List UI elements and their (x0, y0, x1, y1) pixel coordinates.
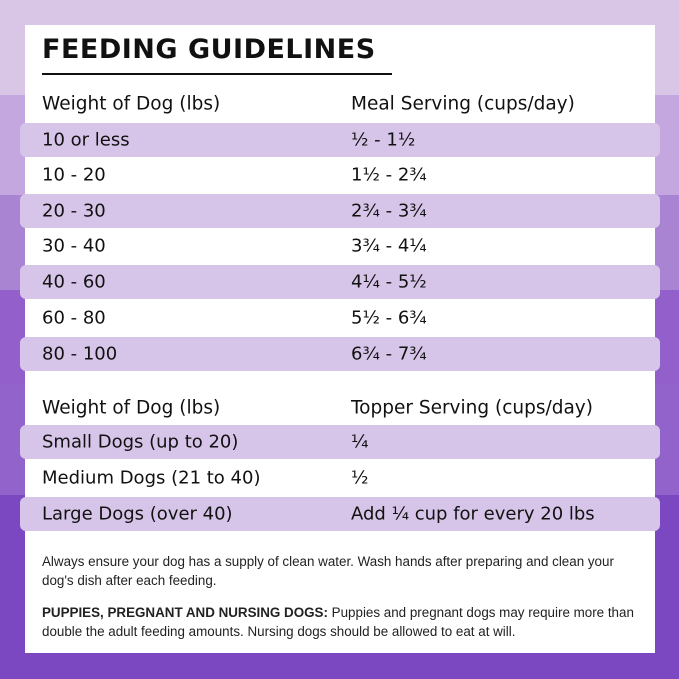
puppies-label: PUPPIES, PREGNANT AND NURSING DOGS: (42, 605, 328, 620)
serving-cell: Add ¼ cup for every 20 lbs (351, 503, 595, 525)
weight-cell: 60 - 80 (42, 307, 106, 329)
serving-cell: 6¾ - 7¾ (351, 343, 427, 365)
serving-cell: 1½ - 2¾ (351, 164, 427, 186)
page-title: FEEDING GUIDELINES (42, 34, 376, 65)
weight-cell: 10 or less (42, 129, 130, 151)
weight-cell: 80 - 100 (42, 343, 118, 365)
table-row: 10 - 20 1½ - 2¾ (20, 158, 660, 192)
weight-cell: 20 - 30 (42, 200, 106, 222)
table-header: Weight of Dog (lbs) Meal Serving (cups/da… (20, 87, 660, 121)
puppies-text: Puppies and pregnant dogs may require mo… (42, 605, 634, 639)
weight-cell: Large Dogs (over 40) (42, 503, 233, 525)
serving-cell: Topper Serving (cups/day) (351, 397, 593, 419)
table-row: 80 - 100 6¾ - 7¾ (20, 337, 660, 371)
table-row: Medium Dogs (21 to 40) ½ (20, 461, 660, 495)
weight-cell: 40 - 60 (42, 271, 106, 293)
serving-cell: 5½ - 6¾ (351, 307, 427, 329)
weight-cell: Weight of Dog (lbs) (42, 93, 221, 115)
weight-cell: Small Dogs (up to 20) (42, 431, 239, 453)
table-row: Large Dogs (over 40) Add ¼ cup for every … (20, 497, 660, 531)
table-row: 40 - 60 4¼ - 5½ (20, 265, 660, 299)
title-underline (42, 73, 392, 75)
serving-cell: 3¾ - 4¼ (351, 235, 427, 257)
serving-cell: ½ - 1½ (351, 129, 416, 151)
table-row: 30 - 40 3¾ - 4¼ (20, 229, 660, 263)
table-row: Small Dogs (up to 20) ¼ (20, 425, 660, 459)
table-header: Weight of Dog (lbs) Topper Serving (cups/… (20, 391, 660, 425)
table-row: 60 - 80 5½ - 6¾ (20, 301, 660, 335)
serving-cell: 4¼ - 5½ (351, 271, 427, 293)
serving-cell: 2¾ - 3¾ (351, 200, 427, 222)
water-note: Always ensure your dog has a supply of c… (42, 554, 614, 588)
table-row: 20 - 30 2¾ - 3¾ (20, 194, 660, 228)
puppies-note: PUPPIES, PREGNANT AND NURSING DOGS: Pupp… (42, 603, 642, 641)
weight-cell: Weight of Dog (lbs) (42, 397, 221, 419)
weight-cell: 30 - 40 (42, 235, 106, 257)
weight-cell: Medium Dogs (21 to 40) (42, 467, 261, 489)
serving-cell: Meal Serving (cups/day) (351, 93, 575, 115)
weight-cell: 10 - 20 (42, 164, 106, 186)
serving-cell: ½ (351, 467, 369, 489)
table-row: 10 or less ½ - 1½ (20, 123, 660, 157)
serving-cell: ¼ (351, 431, 369, 453)
